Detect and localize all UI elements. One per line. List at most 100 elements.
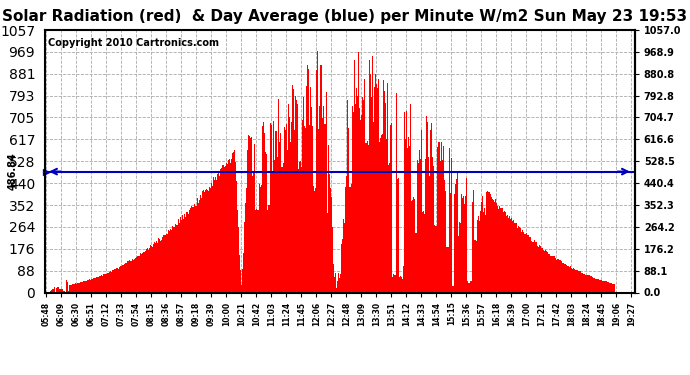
Bar bbox=[393, 274, 394, 292]
Bar bbox=[579, 271, 580, 292]
Bar bbox=[499, 204, 500, 292]
Bar bbox=[611, 284, 612, 292]
Bar bbox=[130, 261, 131, 292]
Bar bbox=[78, 283, 79, 292]
Bar bbox=[247, 150, 248, 292]
Bar bbox=[150, 245, 151, 292]
Bar bbox=[125, 263, 126, 292]
Bar bbox=[72, 284, 73, 292]
Bar bbox=[106, 274, 107, 292]
Bar bbox=[557, 258, 558, 292]
Bar bbox=[258, 210, 259, 292]
Bar bbox=[326, 206, 327, 292]
Bar bbox=[224, 166, 225, 292]
Bar bbox=[567, 266, 568, 292]
Bar bbox=[340, 274, 341, 292]
Bar bbox=[439, 167, 440, 292]
Bar bbox=[487, 191, 488, 292]
Bar bbox=[296, 100, 297, 292]
Bar bbox=[299, 162, 300, 292]
Bar bbox=[445, 190, 446, 292]
Bar bbox=[329, 174, 331, 292]
Bar bbox=[250, 138, 251, 292]
Bar bbox=[266, 144, 267, 292]
Bar bbox=[267, 210, 268, 292]
Bar bbox=[462, 198, 463, 292]
Bar bbox=[405, 139, 406, 292]
Bar bbox=[344, 222, 345, 292]
Bar bbox=[190, 208, 191, 292]
Bar bbox=[504, 211, 505, 292]
Bar bbox=[565, 264, 566, 292]
Bar bbox=[501, 209, 502, 292]
Bar bbox=[185, 217, 186, 292]
Bar bbox=[453, 286, 454, 292]
Bar bbox=[484, 208, 485, 292]
Bar bbox=[232, 160, 233, 292]
Bar bbox=[145, 251, 146, 292]
Bar bbox=[104, 274, 105, 292]
Bar bbox=[357, 96, 358, 292]
Bar bbox=[139, 256, 140, 292]
Bar bbox=[548, 254, 549, 292]
Bar bbox=[204, 192, 205, 292]
Bar bbox=[347, 100, 348, 292]
Bar bbox=[302, 120, 303, 292]
Bar bbox=[180, 217, 181, 292]
Bar bbox=[210, 188, 211, 292]
Bar bbox=[175, 224, 176, 292]
Bar bbox=[243, 253, 244, 292]
Bar bbox=[613, 284, 614, 292]
Bar bbox=[131, 261, 132, 292]
Bar bbox=[179, 223, 180, 292]
Bar bbox=[89, 280, 90, 292]
Bar bbox=[208, 191, 209, 292]
Bar bbox=[561, 261, 562, 292]
Bar bbox=[283, 164, 284, 292]
Bar bbox=[113, 270, 114, 292]
Bar bbox=[450, 194, 451, 292]
Bar bbox=[92, 279, 93, 292]
Bar bbox=[176, 225, 177, 292]
Bar bbox=[249, 130, 250, 292]
Bar bbox=[521, 232, 522, 292]
Bar bbox=[255, 210, 256, 292]
Bar bbox=[159, 239, 160, 292]
Bar bbox=[58, 286, 59, 292]
Bar bbox=[554, 255, 555, 292]
Bar bbox=[135, 258, 136, 292]
Bar bbox=[437, 147, 438, 292]
Bar bbox=[68, 291, 69, 292]
Bar bbox=[614, 284, 615, 292]
Bar bbox=[116, 268, 117, 292]
Bar bbox=[70, 285, 71, 292]
Bar bbox=[253, 171, 254, 292]
Bar bbox=[171, 230, 172, 292]
Bar bbox=[343, 219, 344, 292]
Bar bbox=[368, 141, 369, 292]
Bar bbox=[385, 103, 386, 292]
Bar bbox=[337, 280, 338, 292]
Bar bbox=[98, 277, 99, 292]
Bar bbox=[177, 225, 178, 292]
Bar bbox=[316, 70, 317, 292]
Bar bbox=[75, 284, 76, 292]
Bar bbox=[456, 179, 457, 292]
Bar bbox=[581, 273, 582, 292]
Bar bbox=[166, 235, 168, 292]
Bar bbox=[480, 211, 481, 292]
Bar bbox=[422, 212, 423, 292]
Bar bbox=[233, 152, 234, 292]
Bar bbox=[471, 284, 473, 292]
Bar bbox=[394, 271, 395, 292]
Bar bbox=[467, 281, 468, 292]
Bar bbox=[458, 236, 459, 292]
Bar bbox=[322, 118, 323, 292]
Bar bbox=[425, 159, 426, 292]
Bar bbox=[137, 256, 138, 292]
Bar bbox=[398, 178, 399, 292]
Bar bbox=[191, 206, 192, 292]
Bar bbox=[423, 211, 424, 292]
Bar bbox=[493, 200, 494, 292]
Bar bbox=[94, 278, 95, 292]
